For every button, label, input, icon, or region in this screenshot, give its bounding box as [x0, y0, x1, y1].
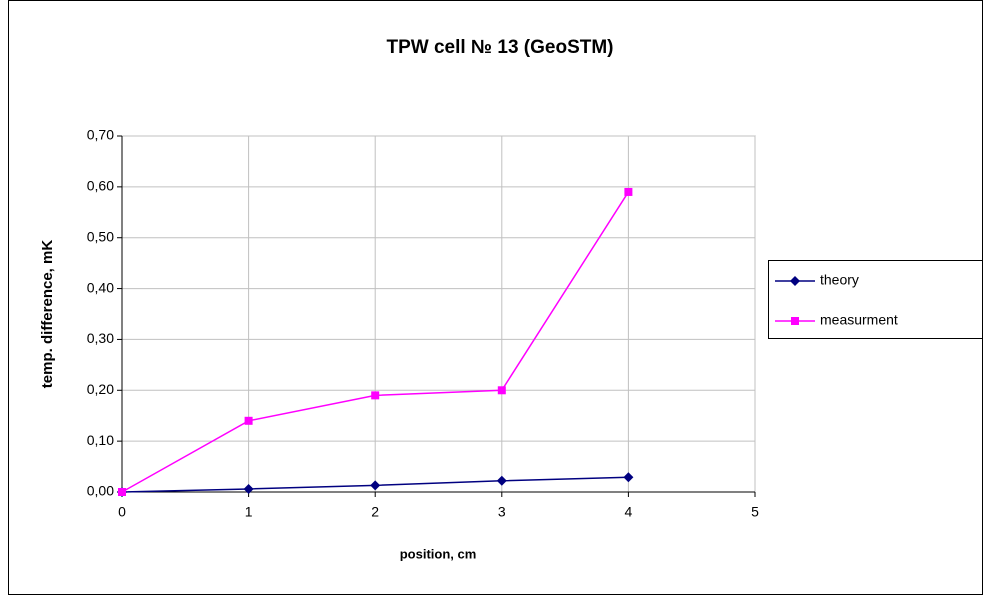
x-tick-label: 0 [118, 504, 126, 520]
data-point [496, 475, 507, 486]
legend-box [768, 260, 983, 339]
x-tick-label: 2 [371, 504, 379, 520]
legend-marker [790, 276, 800, 286]
legend-label: theory [820, 272, 859, 288]
data-point [497, 386, 506, 395]
data-point [370, 480, 381, 491]
x-tick-label: 4 [625, 504, 633, 520]
legend-marker [791, 317, 799, 325]
y-tick-label: 0,70 [87, 127, 114, 143]
y-tick-label: 0,10 [87, 432, 114, 448]
data-point [623, 472, 634, 483]
data-point [371, 391, 380, 400]
y-tick-label: 0,50 [87, 228, 114, 244]
chart-title: TPW cell № 13 (GeoSTM) [386, 37, 613, 58]
data-point [243, 483, 254, 494]
y-tick-label: 0,00 [87, 483, 114, 499]
y-tick-label: 0,20 [87, 381, 114, 397]
y-tick-label: 0,30 [87, 330, 114, 346]
x-tick-label: 1 [245, 504, 253, 520]
data-point [244, 416, 253, 425]
y-axis-label: temp. difference, mK [39, 240, 56, 389]
x-axis-label: position, cm [400, 546, 477, 561]
x-tick-label: 3 [498, 504, 506, 520]
data-point [118, 488, 126, 496]
x-tick-label: 5 [751, 504, 759, 520]
data-point [624, 187, 633, 196]
y-tick-label: 0,60 [87, 178, 114, 194]
legend-label: measurment [820, 312, 898, 328]
y-tick-label: 0,40 [87, 279, 114, 295]
